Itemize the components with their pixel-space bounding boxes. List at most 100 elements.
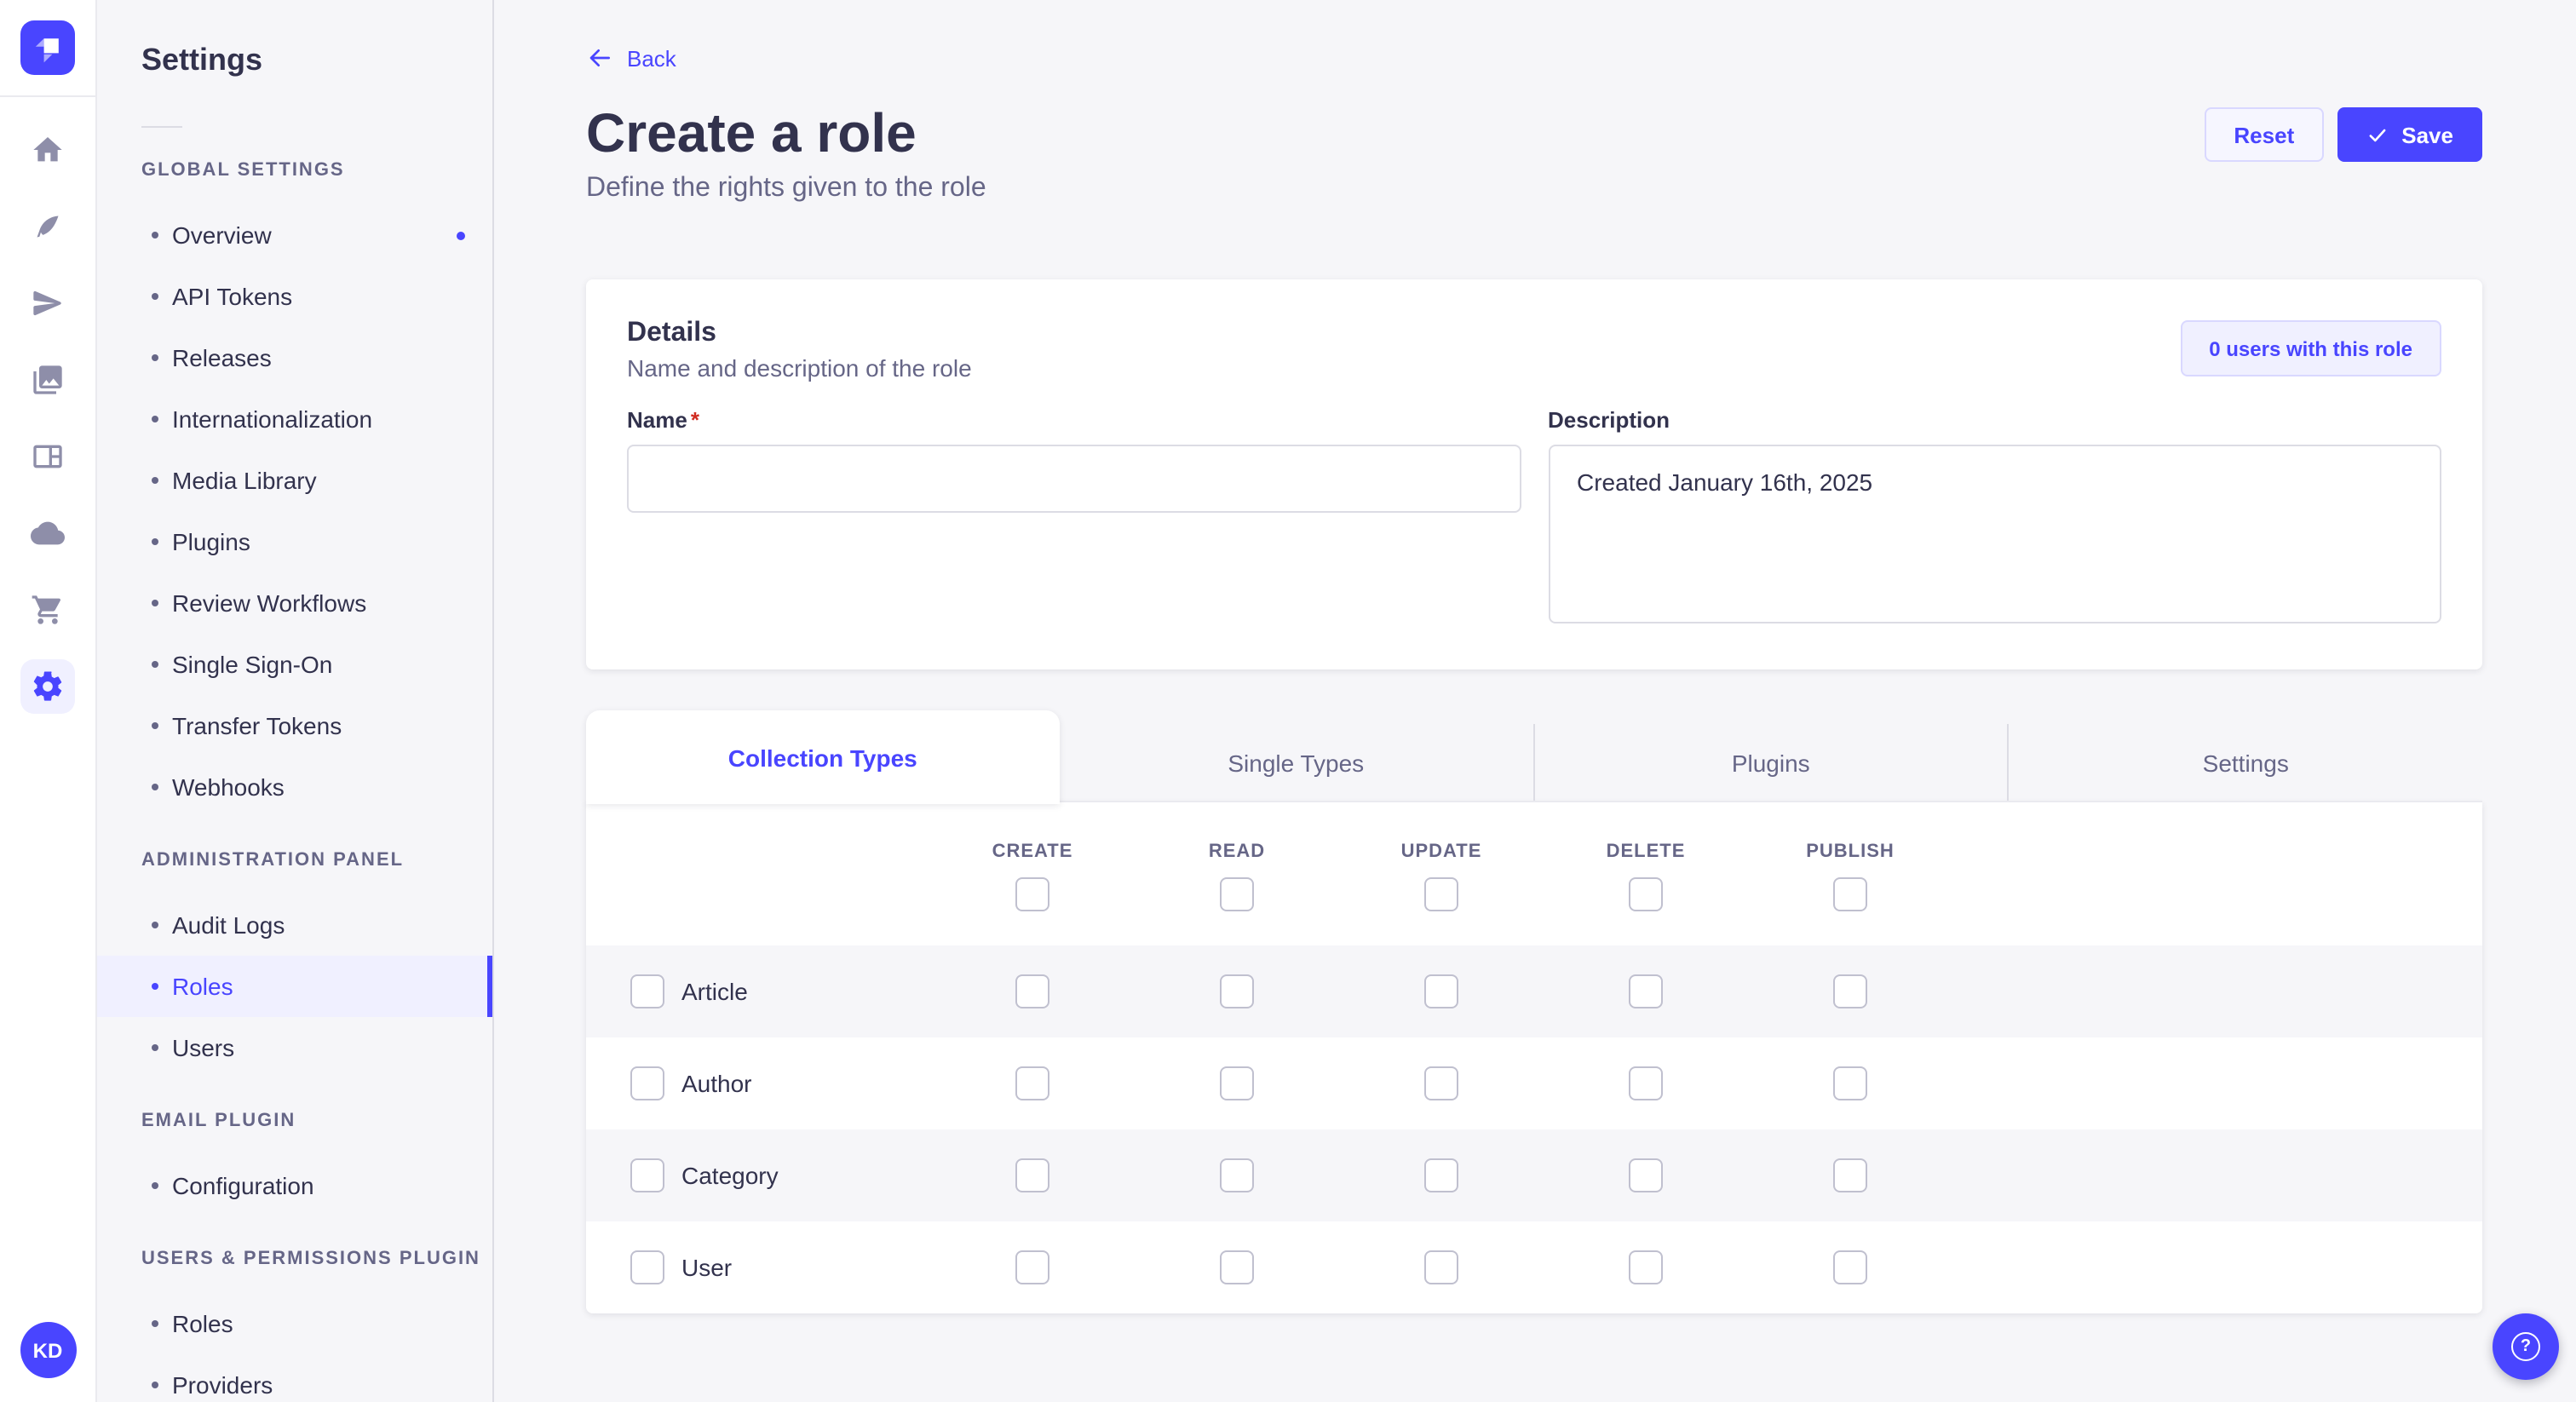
save-button[interactable]: Save [2337,107,2482,162]
publish-permission-checkbox[interactable] [1833,1158,1867,1192]
row-label-cell: Category [586,1158,930,1192]
role-description-textarea[interactable]: Created January 16th, 2025 [1548,445,2441,623]
bullet-icon [152,416,158,422]
sidebar-item-releases[interactable]: Releases [97,327,492,388]
select-all-publish-checkbox[interactable] [1833,877,1867,911]
sidebar-item-providers[interactable]: Providers [97,1354,492,1402]
sidebar-section-heading: USERS & PERMISSIONS PLUGIN [141,1249,480,1269]
create-permission-checkbox[interactable] [1015,1250,1049,1284]
select-row-checkbox[interactable] [630,1158,664,1192]
permission-cell [1339,1158,1544,1192]
permissions-table-body: Article Author Category User [586,945,2482,1313]
create-permission-checkbox[interactable] [1015,1066,1049,1100]
details-subtitle: Name and description of the role [627,354,972,382]
sidebar-item-review-workflows[interactable]: Review Workflows [97,572,492,634]
permission-cell [1339,1250,1544,1284]
question-mark-icon: ? [2511,1332,2540,1361]
content-manager-icon[interactable] [20,199,75,254]
update-permission-checkbox[interactable] [1424,974,1458,1008]
notification-dot-icon [457,232,465,240]
user-avatar[interactable]: KD [20,1322,76,1378]
home-icon[interactable] [20,123,75,177]
publish-permission-checkbox[interactable] [1833,974,1867,1008]
sidebar-item-users[interactable]: Users [97,1017,492,1078]
read-permission-checkbox[interactable] [1220,1066,1254,1100]
tab-plugins[interactable]: Plugins [1532,724,2008,801]
sidebar-section-heading: EMAIL PLUGIN [141,1111,296,1131]
back-link[interactable]: Back [586,44,676,72]
tab-settings[interactable]: Settings [2007,724,2483,801]
select-row-checkbox[interactable] [630,974,664,1008]
bullet-icon [152,784,158,790]
rail-icon-list [20,123,75,736]
sidebar-item-single-sign-on[interactable]: Single Sign-On [97,634,492,695]
permission-cell [1748,1158,1952,1192]
select-all-create-checkbox[interactable] [1015,877,1049,911]
tab-single-types[interactable]: Single Types [1228,749,1365,776]
strapi-logo[interactable] [20,20,75,75]
table-row-category: Category [586,1129,2482,1221]
select-all-update-checkbox[interactable] [1424,877,1458,911]
select-all-read-checkbox[interactable] [1220,877,1254,911]
permission-cell [1748,1066,1952,1100]
help-button[interactable]: ? [2493,1313,2559,1380]
permission-cell [1544,1158,1748,1192]
permission-cell [930,1250,1135,1284]
sidebar-item-plugins[interactable]: Plugins [97,511,492,572]
sidebar-item-internationalization[interactable]: Internationalization [97,388,492,450]
sidebar-divider [141,126,182,128]
delete-permission-checkbox[interactable] [1629,974,1663,1008]
update-permission-checkbox[interactable] [1424,1250,1458,1284]
update-permission-checkbox[interactable] [1424,1066,1458,1100]
sidebar-item-audit-logs[interactable]: Audit Logs [97,894,492,956]
create-permission-checkbox[interactable] [1015,1158,1049,1192]
sidebar-item-webhooks[interactable]: Webhooks [97,756,492,818]
sidebar-item-roles[interactable]: Roles [97,1293,492,1354]
name-field-group: Name * [627,407,1521,632]
sidebar-section-heading: GLOBAL SETTINGS [141,160,345,181]
delete-permission-checkbox[interactable] [1629,1066,1663,1100]
sidebar-item-configuration[interactable]: Configuration [97,1155,492,1216]
media-library-icon[interactable] [20,353,75,407]
sidebar-item-label: Review Workflows [172,589,367,617]
bullet-icon [152,1044,158,1051]
releases-icon[interactable] [20,276,75,330]
create-permission-checkbox[interactable] [1015,974,1049,1008]
delete-permission-checkbox[interactable] [1629,1158,1663,1192]
row-label-cell: Article [586,974,930,1008]
select-row-checkbox[interactable] [630,1066,664,1100]
permission-cell [1544,1250,1748,1284]
permissions-table: CREATE READ UPDATE DELETE PUBLISH Article Aut… [586,802,2482,1313]
read-permission-checkbox[interactable] [1220,974,1254,1008]
select-all-delete-checkbox[interactable] [1629,877,1663,911]
sidebar-item-roles[interactable]: Roles [97,956,492,1017]
read-permission-checkbox[interactable] [1220,1250,1254,1284]
tab-collection-types[interactable]: Collection Types [586,710,1060,804]
permissions-table-header: CREATE READ UPDATE DELETE PUBLISH [586,802,2482,945]
read-permission-checkbox[interactable] [1220,1158,1254,1192]
sidebar-item-media-library[interactable]: Media Library [97,450,492,511]
marketplace-icon[interactable] [20,583,75,637]
select-row-checkbox[interactable] [630,1250,664,1284]
rail-divider [0,95,96,97]
page-subtitle: Define the rights given to the role [586,174,986,203]
sidebar-item-label: Audit Logs [172,911,285,939]
update-permission-checkbox[interactable] [1424,1158,1458,1192]
publish-permission-checkbox[interactable] [1833,1066,1867,1100]
role-name-input[interactable] [627,445,1521,513]
sidebar-item-overview[interactable]: Overview [97,204,492,266]
settings-icon[interactable] [20,659,75,714]
permission-cell [1748,1250,1952,1284]
bullet-icon [152,600,158,606]
name-label: Name * [627,407,699,433]
sidebar-item-transfer-tokens[interactable]: Transfer Tokens [97,695,492,756]
delete-permission-checkbox[interactable] [1629,1250,1663,1284]
cloud-icon[interactable] [20,506,75,560]
reset-button[interactable]: Reset [2205,107,2324,162]
content-type-builder-icon[interactable] [20,429,75,484]
users-with-role-button[interactable]: 0 users with this role [2180,320,2441,376]
bullet-icon [152,983,158,990]
publish-permission-checkbox[interactable] [1833,1250,1867,1284]
sidebar-item-api-tokens[interactable]: API Tokens [97,266,492,327]
